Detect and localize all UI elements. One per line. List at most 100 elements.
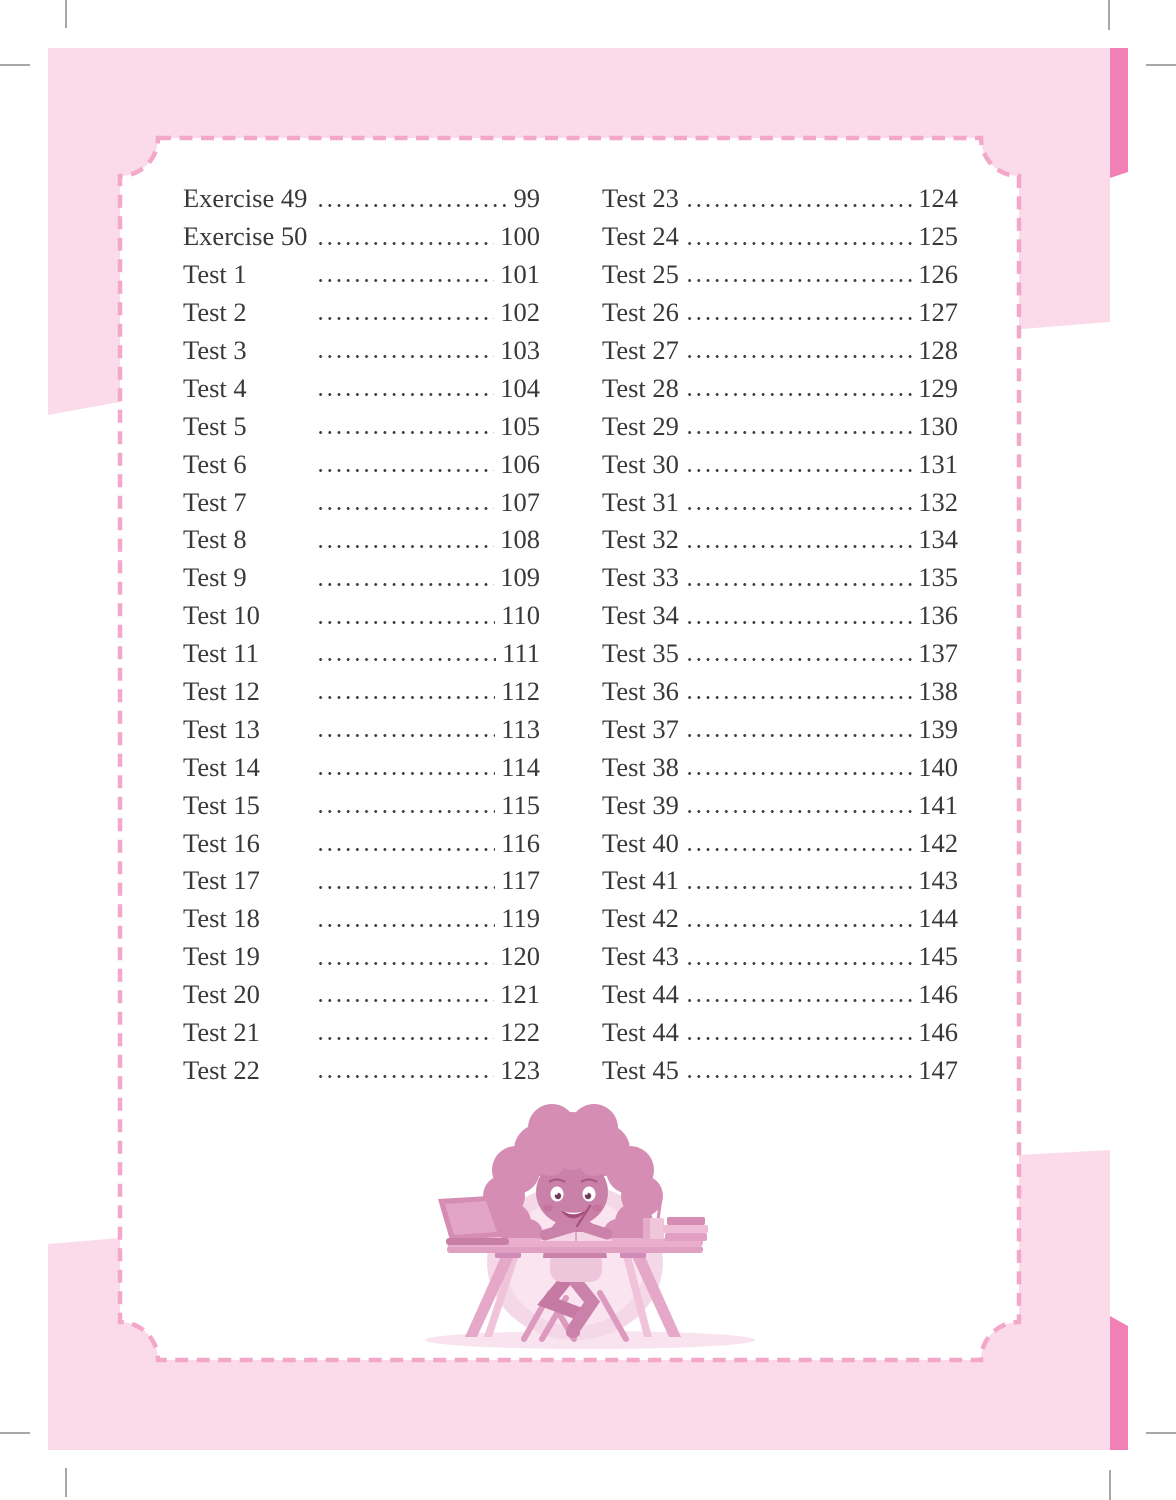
- toc-entry: Test 17 117: [183, 861, 540, 899]
- toc-entry-page-number: 128: [918, 334, 958, 365]
- toc-entry-page-number: 113: [501, 713, 540, 744]
- toc-entry: Test 16 116: [183, 823, 540, 862]
- dot-leader: [684, 444, 913, 483]
- toc-entry-label: Test 25: [602, 259, 679, 290]
- toc-entry-page-number: 99: [513, 183, 541, 214]
- dot-leader: [684, 747, 913, 786]
- toc-entry-label: Test 29: [602, 410, 679, 441]
- bottom-margin-shape: [48, 1150, 1110, 1450]
- toc-entry-page-number: 117: [501, 865, 540, 896]
- toc-entry: Test 28 129: [602, 368, 958, 407]
- toc-entry-label: Test 31: [602, 486, 679, 517]
- dot-leader: [684, 633, 913, 672]
- dot-leader: [316, 974, 495, 1013]
- toc-entry: Test 24 125: [602, 216, 958, 255]
- toc-entry-page-number: 108: [500, 524, 540, 555]
- toc-entry: Test 26 127: [602, 292, 958, 331]
- toc-entry-label: Test 21: [183, 1016, 260, 1047]
- toc-entry-page-number: 122: [500, 1016, 540, 1047]
- girl-face: [534, 1138, 610, 1226]
- toc-entry-label: Test 27: [602, 334, 679, 365]
- toc-entry: Test 11 111: [183, 633, 540, 672]
- dot-leader: [684, 482, 913, 521]
- toc-entry-label: Test 2: [183, 297, 247, 328]
- dot-leader: [316, 936, 495, 975]
- toc-entry-label: Test 15: [183, 789, 260, 820]
- toc-entry: Test 21 122: [183, 1012, 540, 1051]
- toc-entry-page-number: 105: [500, 410, 540, 441]
- dot-leader: [684, 709, 913, 748]
- toc-entry-page-number: 106: [500, 448, 540, 479]
- toc-entry: Test 7 107: [183, 482, 540, 521]
- dot-leader: [316, 709, 496, 748]
- toc-entry: Test 31 132: [602, 482, 958, 521]
- toc-entry-label: Test 20: [183, 979, 260, 1010]
- toc-entry: Test 2 102: [183, 292, 540, 331]
- toc-entry-page-number: 135: [918, 562, 958, 593]
- dot-leader: [684, 520, 913, 558]
- toc-entry: Test 43 145: [602, 936, 958, 975]
- toc-entry-label: Test 10: [183, 600, 260, 631]
- dot-leader: [316, 444, 495, 483]
- toc-entry-page-number: 137: [918, 638, 958, 669]
- toc-entry-page-number: 143: [918, 865, 958, 896]
- toc-entry-label: Test 19: [183, 941, 260, 972]
- dot-leader: [684, 406, 913, 445]
- toc-entry: Test 30 131: [602, 444, 958, 483]
- toc-entry-label: Test 8: [183, 524, 247, 555]
- top-margin-shape: [48, 48, 1110, 415]
- toc-entry-label: Test 4: [183, 372, 247, 403]
- toc-entry-page-number: 140: [918, 751, 958, 782]
- toc-entry: Test 44 146: [602, 1012, 958, 1051]
- dot-leader: [684, 861, 913, 899]
- toc-entry-label: Test 43: [602, 941, 679, 972]
- toc-entry: Test 45 147: [602, 1050, 958, 1089]
- toc-entry-label: Test 13: [183, 713, 260, 744]
- toc-entry: Test 33 135: [602, 557, 958, 596]
- toc-entry: Exercise 50 100: [183, 216, 540, 255]
- toc-entry: Test 8 108: [183, 520, 540, 558]
- girl-arms: [539, 1204, 613, 1241]
- toc-entry-label: Test 44: [602, 1016, 679, 1047]
- dot-leader: [684, 898, 913, 937]
- toc-entry: Test 20 121: [183, 974, 540, 1013]
- dot-leader: [684, 368, 913, 407]
- toc-entry-label: Test 45: [602, 1054, 679, 1085]
- toc-entry-label: Test 3: [183, 334, 247, 365]
- dot-leader: [316, 1012, 495, 1051]
- toc-entry-label: Exercise 49: [183, 183, 308, 214]
- toc-entry-label: Test 7: [183, 486, 247, 517]
- toc-entry-page-number: 145: [918, 941, 958, 972]
- dot-leader: [684, 179, 913, 217]
- toc-entry: Test 10 110: [183, 595, 540, 634]
- toc-entry-page-number: 112: [501, 675, 540, 706]
- toc-entry-page-number: 114: [501, 751, 540, 782]
- dot-leader: [316, 557, 495, 596]
- toc-entry-page-number: 102: [500, 297, 540, 328]
- toc-entry-label: Test 6: [183, 448, 247, 479]
- dot-leader: [316, 520, 495, 558]
- toc-entry-label: Test 36: [602, 675, 679, 706]
- toc-entry: Test 12 112: [183, 671, 540, 710]
- toc-entry: Test 41 143: [602, 861, 958, 899]
- dot-leader: [684, 1050, 913, 1089]
- toc-entry: Test 22 123: [183, 1050, 540, 1089]
- top-right-tab: [1110, 48, 1128, 178]
- toc-entry: Test 34 136: [602, 595, 958, 634]
- toc-entry-page-number: 110: [501, 600, 540, 631]
- toc-entry-page-number: 138: [918, 675, 958, 706]
- dot-leader: [316, 595, 496, 634]
- dot-leader: [316, 747, 496, 786]
- dot-leader: [316, 1050, 495, 1089]
- toc-entry-page-number: 120: [500, 941, 540, 972]
- toc-entry: Exercise 49 99: [183, 179, 540, 217]
- dot-leader: [316, 406, 495, 445]
- toc-entry: Test 44 146: [602, 974, 958, 1013]
- toc-entry-page-number: 100: [500, 221, 540, 252]
- dot-leader: [316, 823, 496, 862]
- toc-entry-label: Test 23: [602, 183, 679, 214]
- toc-entry-label: Test 41: [602, 865, 679, 896]
- toc-entry: Test 23 124: [602, 179, 958, 217]
